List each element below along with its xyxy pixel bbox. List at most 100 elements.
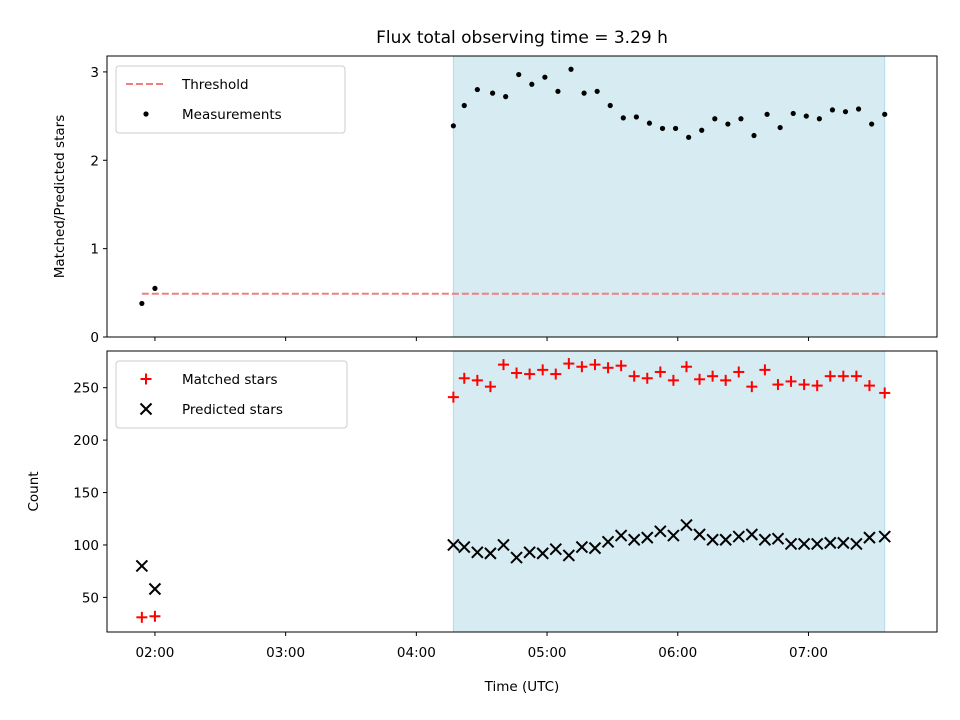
predicted-stars-point — [758, 533, 772, 546]
predicted-stars-point — [667, 529, 680, 542]
measurements-point — [568, 66, 574, 72]
legend-label: Threshold — [181, 77, 249, 93]
matched-stars-point — [824, 370, 836, 382]
predicted-stars-point — [850, 537, 863, 551]
matched-stars-point — [733, 366, 745, 378]
matched-stars-point — [537, 364, 549, 376]
matched-stars-point — [772, 379, 784, 391]
measurements-point — [869, 121, 875, 127]
y-tick-label-count: 50 — [82, 590, 99, 606]
measurements-point — [594, 88, 600, 94]
series-matched-stars — [136, 358, 891, 623]
predicted-stars-point — [878, 530, 891, 543]
matched-stars-point — [785, 375, 797, 387]
predicted-stars-point — [810, 537, 824, 551]
x-tick-label: 03:00 — [266, 645, 305, 661]
matched-stars-point — [654, 366, 666, 378]
matched-stars-point — [667, 374, 679, 386]
measurements-point — [829, 107, 836, 113]
measurements-point — [620, 115, 626, 121]
matched-stars-point — [628, 370, 640, 382]
matched-stars-point — [576, 361, 588, 373]
y-axis-label-count: Count — [26, 471, 42, 511]
predicted-stars-point — [654, 525, 667, 538]
matched-stars-point — [850, 370, 862, 382]
predicted-stars-point — [471, 546, 484, 559]
measurements-point — [474, 86, 480, 93]
measurements-point — [607, 102, 613, 109]
measurements-point — [461, 102, 467, 109]
predicted-stars-point — [575, 540, 589, 554]
legend-swatch — [140, 373, 152, 385]
measurements-point — [725, 121, 731, 127]
matched-stars-point — [694, 373, 706, 385]
predicted-stars-point — [824, 536, 837, 550]
matched-stars-point — [798, 379, 810, 391]
y-tick-label-ratio: 3 — [90, 65, 99, 81]
predicted-stars-point — [536, 547, 549, 560]
measurements-point — [489, 90, 496, 96]
predicted-stars-point — [148, 582, 162, 596]
measurements-point — [855, 106, 862, 112]
measurements-point — [816, 116, 822, 122]
legend-box — [115, 360, 348, 429]
legend-count: Matched stars Predicted stars — [115, 360, 348, 429]
predicted-stars-point — [510, 551, 523, 564]
predicted-stars-point — [680, 518, 693, 532]
predicted-stars-point — [614, 529, 628, 542]
predicted-stars-point — [549, 542, 562, 556]
measurements-point — [139, 300, 145, 307]
measurements-point — [152, 285, 158, 291]
measurements-point — [646, 120, 653, 126]
measurements-point — [712, 116, 718, 122]
matched-stars-point — [680, 361, 692, 373]
panel-ratio: 0 1 2 3 Matched/Predicted stars Threshold Meas… — [52, 55, 938, 346]
x-axis-label: Time (UTC) — [484, 679, 560, 695]
matched-stars-point — [837, 370, 849, 382]
x-tick-label: 05:00 — [528, 645, 567, 661]
matched-stars-point — [602, 362, 614, 374]
matched-stars-point — [811, 380, 823, 392]
measurements-point — [555, 88, 561, 94]
measurements-point — [542, 74, 548, 80]
measurements-point — [790, 110, 796, 117]
matched-stars-point — [615, 360, 627, 372]
predicted-stars-point — [135, 559, 149, 573]
legend-ratio: Threshold Measurements — [115, 65, 346, 134]
measurements-point — [738, 116, 744, 122]
predicted-stars-point — [732, 530, 745, 543]
predicted-stars-point — [771, 532, 785, 545]
measurements-point — [751, 132, 757, 139]
predicted-stars-point — [745, 528, 759, 541]
series-measurements — [139, 66, 888, 307]
predicted-stars-point — [523, 546, 536, 559]
predicted-stars-point — [484, 547, 497, 560]
x-tick-label: 02:00 — [135, 645, 174, 661]
measurements-point — [842, 109, 849, 115]
predicted-stars-point — [588, 541, 602, 555]
predicted-stars-point — [837, 536, 850, 550]
matched-stars-point — [484, 381, 496, 393]
predicted-stars-point — [784, 537, 798, 551]
matched-stars-point — [589, 359, 601, 371]
measurements-point — [672, 125, 679, 132]
series-predicted-stars — [135, 518, 891, 596]
measurements-point — [764, 111, 770, 117]
measurements-point — [633, 114, 639, 120]
predicted-stars-point — [641, 531, 654, 544]
predicted-stars-point — [693, 528, 706, 541]
matched-stars-point — [447, 391, 459, 403]
matched-stars-point — [136, 611, 148, 623]
y-tick-label-count: 250 — [73, 381, 99, 397]
legend-swatch — [139, 402, 153, 416]
matched-stars-point — [458, 372, 470, 384]
measurements-point — [503, 94, 509, 100]
predicted-stars-point — [706, 533, 719, 546]
measurements-point — [581, 90, 587, 96]
matched-stars-point — [746, 381, 758, 393]
matched-stars-point — [524, 368, 536, 380]
predicted-stars-point — [497, 538, 510, 552]
legend-swatch — [143, 111, 149, 117]
matched-stars-point — [511, 367, 523, 379]
